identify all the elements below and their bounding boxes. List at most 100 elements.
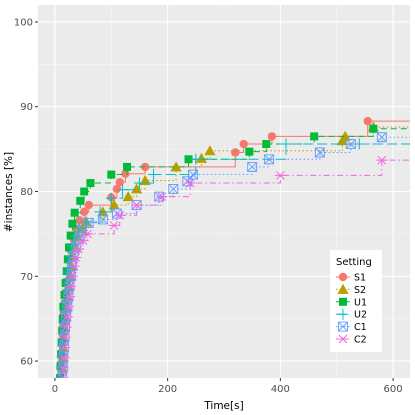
data-point — [73, 222, 85, 234]
data-point — [111, 208, 122, 219]
legend-item: C2 — [336, 335, 367, 346]
legend-item: S2 — [336, 283, 366, 296]
grid — [38, 5, 410, 378]
data-point — [122, 190, 134, 202]
data-point — [190, 153, 202, 165]
data-point — [264, 154, 275, 165]
legend-label: U1 — [354, 297, 367, 308]
data-point — [231, 148, 240, 157]
data-point — [80, 207, 89, 217]
data-point — [65, 243, 73, 252]
data-point — [245, 147, 254, 156]
data-point — [59, 332, 71, 342]
data-point — [63, 255, 72, 264]
y-axis-title: #instances [%] — [3, 152, 15, 232]
data-point — [73, 244, 85, 254]
legend-label: C2 — [354, 335, 367, 346]
legend-key — [339, 297, 347, 306]
data-point — [57, 363, 69, 373]
series-c2 — [57, 155, 410, 378]
data-point — [376, 132, 387, 143]
data-point — [339, 130, 351, 141]
x-tick-label: 400 — [271, 384, 290, 395]
data-point — [168, 184, 179, 194]
legend-key — [338, 272, 348, 282]
data-point — [58, 343, 70, 352]
data-point — [62, 267, 71, 276]
legend-background — [330, 250, 382, 352]
data-point — [77, 236, 89, 245]
legend-item: U2 — [336, 308, 367, 321]
data-point — [108, 221, 120, 230]
data-point — [184, 155, 193, 164]
series-line — [62, 136, 410, 378]
data-point — [58, 353, 70, 362]
data-point — [131, 183, 143, 194]
y-tick-label: 80 — [20, 187, 33, 198]
series-line — [62, 159, 410, 378]
axes: 0 200 400 600 60 70 80 90 100 — [14, 17, 403, 395]
data-point — [62, 302, 74, 312]
data-point — [310, 132, 319, 141]
data-point — [55, 372, 67, 378]
data-point — [148, 169, 160, 181]
series-layer — [55, 116, 410, 378]
data-point — [314, 147, 325, 158]
data-point — [86, 179, 95, 188]
y-tick-label: 90 — [20, 102, 33, 113]
data-point — [133, 177, 145, 189]
data-point — [66, 271, 78, 281]
data-point — [69, 230, 81, 242]
legend-label: S1 — [354, 273, 366, 284]
y-tick-label: 60 — [20, 357, 33, 368]
data-point — [117, 184, 129, 196]
data-point — [140, 162, 150, 172]
data-point — [94, 206, 106, 218]
data-point — [274, 171, 286, 180]
data-point — [239, 139, 248, 149]
data-point — [60, 290, 69, 299]
data-point — [195, 152, 208, 163]
data-point — [65, 282, 77, 291]
data-point — [58, 314, 67, 323]
legend-key — [337, 308, 349, 320]
data-point — [64, 292, 76, 301]
data-point — [139, 174, 151, 185]
data-point — [131, 200, 143, 210]
x-tick-label: 0 — [52, 384, 58, 395]
data-point — [184, 178, 196, 188]
data-point — [66, 231, 75, 240]
legend-label: C1 — [354, 322, 367, 333]
legend-item: S1 — [336, 273, 366, 284]
data-point — [60, 322, 72, 332]
data-point — [369, 124, 378, 133]
data-point — [66, 240, 78, 252]
legend-label: U2 — [354, 310, 367, 321]
y-tick-label: 100 — [14, 17, 33, 28]
data-point — [114, 210, 126, 220]
data-point — [188, 169, 198, 180]
data-point — [156, 192, 168, 201]
data-point — [112, 184, 122, 194]
data-point — [57, 338, 66, 347]
data-point — [61, 312, 73, 322]
data-point — [83, 217, 94, 228]
data-point — [75, 216, 84, 225]
data-point — [262, 140, 271, 149]
data-point — [84, 200, 93, 210]
data-point — [247, 161, 258, 172]
data-point — [108, 199, 120, 210]
data-point — [68, 261, 80, 271]
data-point — [70, 253, 82, 262]
x-axis-title: Time[s] — [203, 400, 243, 412]
y-tick-label: 70 — [20, 272, 33, 283]
data-point — [115, 177, 124, 187]
legend-key — [337, 283, 349, 294]
data-point — [76, 196, 85, 205]
data-point — [82, 229, 94, 239]
legend-item: C1 — [336, 321, 367, 333]
data-point — [376, 155, 388, 165]
legend-key — [338, 321, 348, 332]
